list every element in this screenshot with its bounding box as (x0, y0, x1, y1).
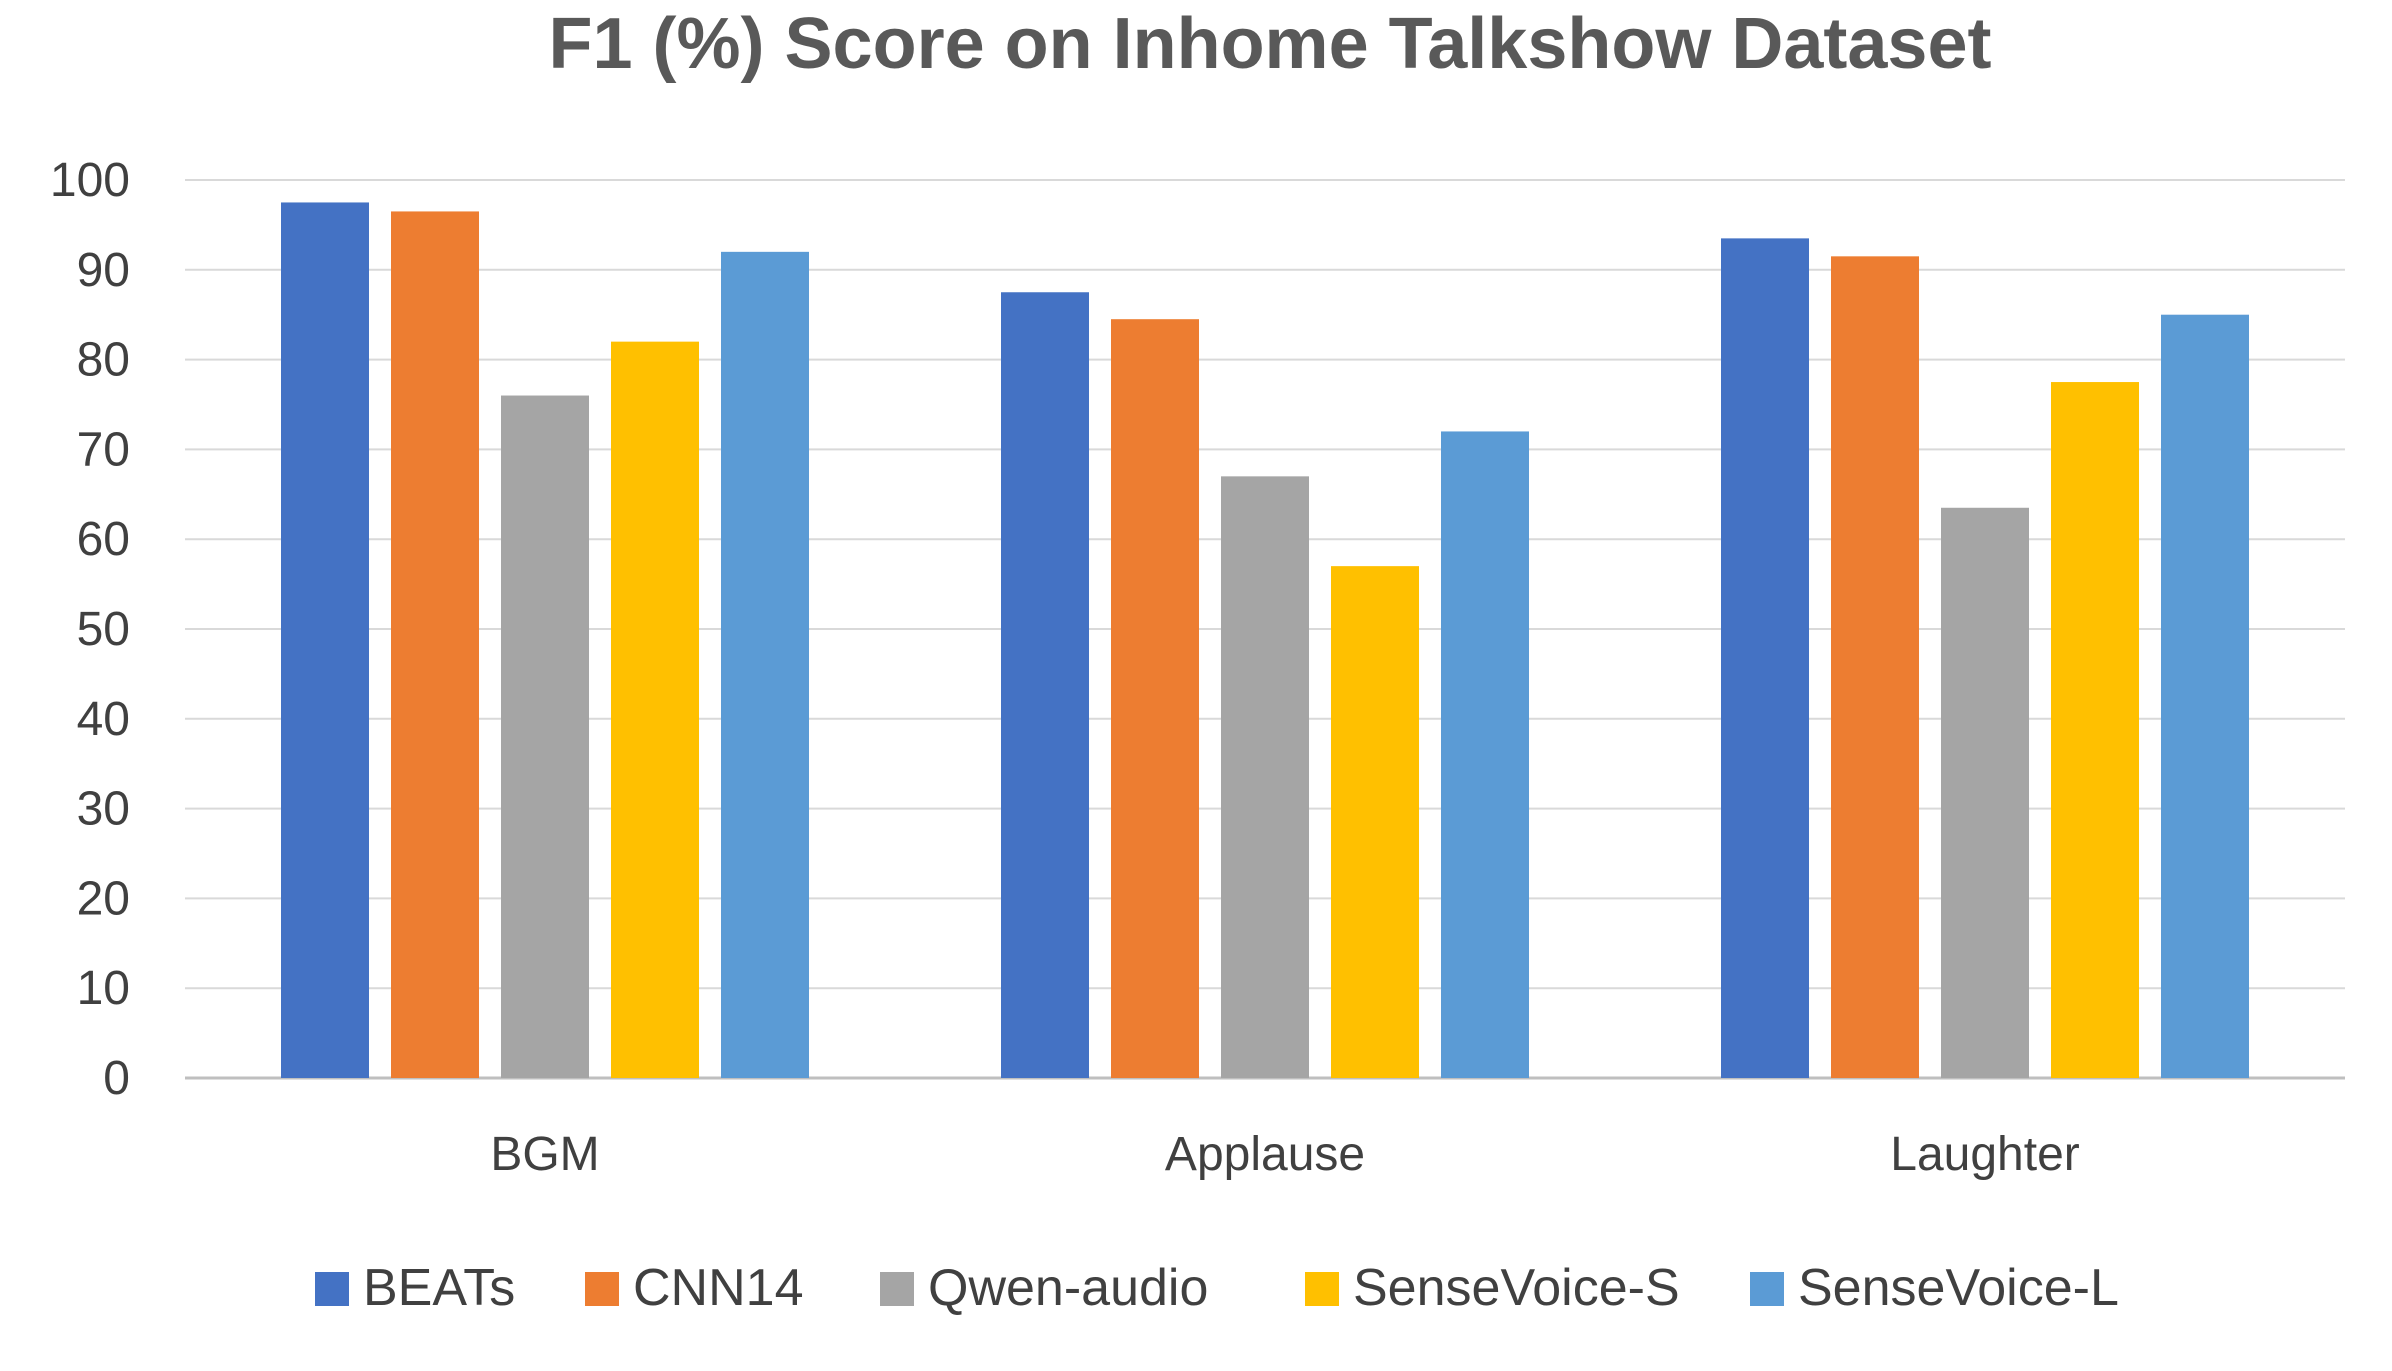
bar-sensevoice-l-laughter (2161, 314, 2249, 1078)
x-tick-label: Applause (1165, 1128, 1365, 1181)
y-tick-label: 30 (77, 783, 130, 836)
bar-qwen-audio-laughter (1941, 507, 2029, 1078)
bar-cnn14-applause (1111, 319, 1199, 1078)
bar-sensevoice-s-laughter (2051, 382, 2139, 1078)
y-tick-label: 50 (77, 603, 130, 656)
bar-cnn14-laughter (1831, 256, 1919, 1079)
bar-sensevoice-l-bgm (721, 251, 809, 1079)
legend-swatch (1305, 1272, 1339, 1306)
bar-qwen-audio-applause (1221, 476, 1309, 1079)
chart-title: F1 (%) Score on Inhome Talkshow Dataset (549, 4, 1992, 84)
legend-swatch (585, 1272, 619, 1306)
bar-qwen-audio-bgm (501, 395, 589, 1078)
legend-label: CNN14 (633, 1259, 804, 1317)
legend-label: BEATs (363, 1259, 515, 1317)
bar-sensevoice-s-bgm (611, 341, 699, 1078)
y-tick-label: 40 (77, 693, 130, 746)
bar-beats-applause (1001, 292, 1089, 1078)
legend-swatch (315, 1272, 349, 1306)
x-tick-label: Laughter (1890, 1128, 2080, 1181)
y-tick-label: 60 (77, 513, 130, 566)
y-tick-label: 20 (77, 872, 130, 925)
bar-sensevoice-l-applause (1441, 431, 1529, 1078)
legend: BEATs CNN14 Qwen-audio SenseVoice-S SenseVoi… (315, 1259, 2119, 1317)
bars (281, 202, 2249, 1079)
y-tick-label: 0 (103, 1052, 130, 1105)
y-tick-label: 70 (77, 423, 130, 476)
y-tick-label: 10 (77, 962, 130, 1015)
bar-cnn14-bgm (391, 211, 479, 1078)
bar-beats-laughter (1721, 238, 1809, 1078)
legend-swatch (880, 1272, 914, 1306)
x-tick-label: BGM (490, 1128, 599, 1181)
y-tick-label: 100 (50, 154, 130, 207)
x-axis-ticks: BGM Applause Laughter (490, 1128, 2079, 1181)
y-axis-ticks: 0 10 20 30 40 50 60 70 80 90 100 (50, 154, 130, 1105)
y-tick-label: 90 (77, 244, 130, 297)
bar-beats-bgm (281, 202, 369, 1078)
legend-label: SenseVoice-S (1353, 1259, 1680, 1317)
y-tick-label: 80 (77, 334, 130, 387)
legend-swatch (1750, 1272, 1784, 1306)
legend-label: SenseVoice-L (1798, 1259, 2119, 1317)
legend-label: Qwen-audio (928, 1259, 1208, 1317)
bar-sensevoice-s-applause (1331, 566, 1419, 1078)
